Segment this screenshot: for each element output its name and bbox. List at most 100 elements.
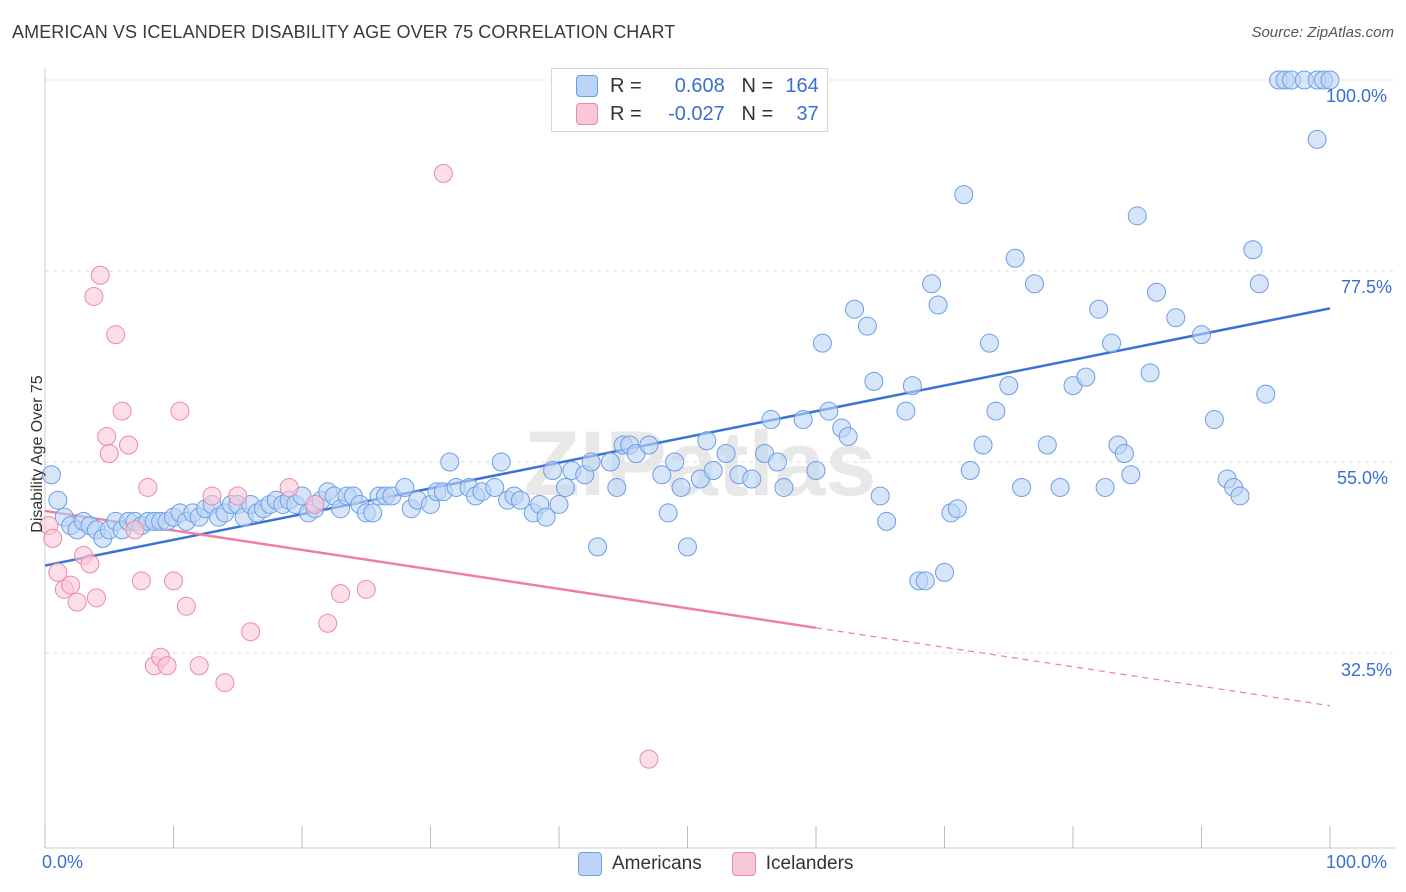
point-americans bbox=[845, 299, 865, 319]
americans-swatch bbox=[576, 75, 598, 97]
point-americans bbox=[652, 465, 672, 485]
point-icelanders bbox=[164, 571, 183, 591]
r-label: R = bbox=[610, 74, 642, 97]
point-americans bbox=[935, 562, 954, 582]
r-value-americans: 0.608 bbox=[674, 74, 725, 97]
point-icelanders bbox=[61, 575, 81, 595]
point-icelanders bbox=[90, 265, 110, 285]
point-americans bbox=[774, 477, 794, 497]
point-americans bbox=[1102, 333, 1122, 353]
point-icelanders bbox=[131, 571, 151, 591]
point-icelanders bbox=[215, 673, 235, 693]
y-tick-100: 100.0% bbox=[1326, 86, 1388, 106]
point-americans bbox=[1140, 363, 1160, 383]
point-americans bbox=[857, 316, 877, 336]
point-icelanders bbox=[228, 486, 248, 506]
point-americans bbox=[1204, 410, 1224, 430]
point-americans bbox=[973, 435, 993, 455]
point-icelanders bbox=[318, 613, 338, 633]
point-americans bbox=[671, 477, 691, 497]
point-americans bbox=[665, 452, 685, 472]
point-americans bbox=[1249, 274, 1269, 294]
point-americans bbox=[954, 185, 974, 205]
point-icelanders bbox=[157, 656, 177, 676]
point-icelanders bbox=[106, 325, 126, 345]
point-americans bbox=[41, 465, 61, 485]
point-americans bbox=[806, 460, 826, 480]
point-icelanders bbox=[279, 477, 299, 497]
n-label: N = bbox=[741, 102, 774, 125]
point-americans bbox=[896, 401, 916, 421]
point-icelanders bbox=[43, 528, 63, 548]
point-icelanders bbox=[48, 562, 68, 582]
point-americans bbox=[395, 477, 415, 497]
point-americans bbox=[819, 401, 839, 421]
bottom-legend: Americans Icelanders bbox=[578, 852, 883, 876]
trend-line-americans bbox=[44, 307, 1331, 567]
point-icelanders bbox=[84, 286, 104, 306]
point-americans bbox=[761, 410, 781, 430]
legend-americans[interactable]: Americans bbox=[578, 852, 702, 876]
point-americans bbox=[639, 435, 659, 455]
point-americans bbox=[1166, 308, 1186, 328]
point-americans bbox=[1024, 274, 1044, 294]
point-americans bbox=[363, 503, 383, 523]
y-axis-label: Disability Age Over 75 bbox=[29, 375, 46, 533]
point-americans bbox=[1192, 325, 1211, 345]
n-value-americans: 164 bbox=[785, 74, 819, 97]
point-americans bbox=[1005, 248, 1025, 268]
legend-icelanders[interactable]: Icelanders bbox=[731, 852, 854, 876]
point-americans bbox=[588, 537, 608, 557]
point-americans bbox=[928, 295, 948, 315]
point-americans bbox=[870, 486, 890, 506]
point-icelanders bbox=[433, 163, 453, 183]
y-tick-32-5: 32.5% bbox=[1341, 660, 1393, 680]
y-tick-55: 55.0% bbox=[1337, 468, 1389, 488]
icelanders-swatch bbox=[576, 103, 598, 125]
stats-legend: R = 0.608 N = 164 R = -0.027 N = 37 bbox=[551, 68, 828, 132]
point-americans bbox=[1076, 367, 1096, 387]
point-icelanders bbox=[305, 494, 325, 514]
point-americans bbox=[581, 452, 601, 472]
point-americans bbox=[947, 499, 967, 519]
point-americans bbox=[697, 431, 717, 451]
point-americans bbox=[767, 452, 787, 472]
point-americans bbox=[703, 460, 723, 480]
point-americans bbox=[1147, 282, 1167, 302]
point-icelanders bbox=[331, 584, 351, 604]
legend-label-americans: Americans bbox=[612, 853, 702, 874]
point-icelanders bbox=[97, 427, 117, 447]
point-icelanders bbox=[112, 401, 132, 421]
point-americans bbox=[1320, 70, 1340, 90]
point-americans bbox=[1256, 384, 1276, 404]
r-label: R = bbox=[610, 102, 642, 125]
point-americans bbox=[1114, 444, 1134, 464]
point-americans bbox=[979, 333, 999, 353]
axes bbox=[44, 68, 1395, 849]
point-icelanders bbox=[119, 435, 139, 455]
point-americans bbox=[48, 490, 68, 510]
point-americans bbox=[658, 503, 678, 523]
point-americans bbox=[1121, 465, 1141, 485]
stats-row-icelanders: R = -0.027 N = 37 bbox=[576, 101, 819, 127]
data-points bbox=[39, 70, 1340, 769]
point-americans bbox=[877, 511, 897, 531]
point-icelanders bbox=[189, 656, 209, 676]
legend-label-icelanders: Icelanders bbox=[765, 853, 854, 874]
source-label: Source: ZipAtlas.com bbox=[1251, 24, 1394, 41]
point-americans bbox=[960, 460, 980, 480]
point-americans bbox=[440, 452, 460, 472]
point-americans bbox=[1089, 299, 1109, 319]
point-americans bbox=[536, 507, 556, 527]
point-icelanders bbox=[639, 749, 659, 769]
point-icelanders bbox=[67, 592, 87, 612]
point-americans bbox=[607, 477, 627, 497]
point-americans bbox=[1243, 240, 1263, 260]
point-icelanders bbox=[356, 579, 376, 599]
n-label: N = bbox=[741, 74, 774, 97]
point-americans bbox=[742, 469, 762, 489]
point-americans bbox=[491, 452, 511, 472]
chart-title: AMERICAN VS ICELANDER DISABILITY AGE OVE… bbox=[12, 22, 676, 42]
y-tick-77-5: 77.5% bbox=[1341, 277, 1393, 297]
